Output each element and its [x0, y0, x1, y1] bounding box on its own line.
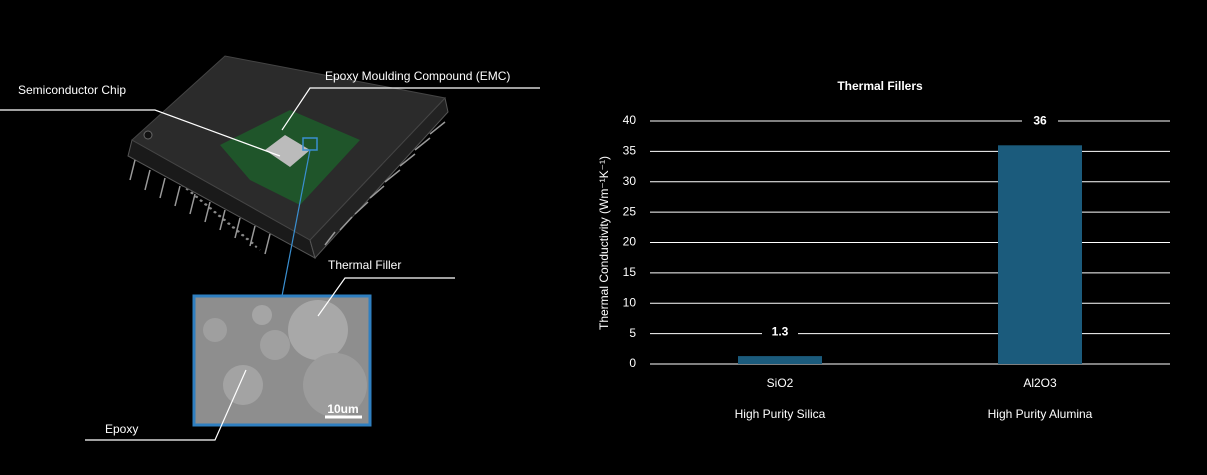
y-tick-label: 0	[629, 356, 636, 370]
value-label: 36	[1033, 113, 1047, 127]
callout-label: Thermal Filler	[328, 258, 401, 272]
callout-label: Epoxy Moulding Compound (EMC)	[325, 69, 510, 83]
value-label: 1.3	[772, 324, 789, 338]
y-tick-label: 15	[623, 265, 637, 279]
callouts	[0, 87, 540, 441]
value-label-bg	[1022, 111, 1058, 132]
x-tick-label: Al2O3	[1023, 376, 1057, 390]
scale-bar-label: 10um	[327, 402, 358, 416]
x-tick-label: SiO2	[767, 376, 794, 390]
x-subcategory-label: High Purity Alumina	[988, 407, 1093, 421]
x-subcategory-label: High Purity Silica	[735, 407, 826, 421]
bar	[738, 356, 822, 364]
y-tick-label: 10	[623, 295, 637, 309]
y-tick-label: 30	[623, 174, 637, 188]
callout-label: Semiconductor Chip	[18, 83, 126, 97]
chart-title: Thermal Fillers	[837, 79, 923, 93]
y-tick-label: 5	[629, 326, 636, 340]
bar	[998, 145, 1082, 364]
y-tick-label: 40	[623, 113, 637, 127]
micrograph: 10um	[192, 294, 372, 427]
y-tick-label: 25	[623, 204, 637, 218]
y-tick-label: 35	[623, 144, 637, 158]
callout-label: Epoxy	[105, 422, 138, 436]
value-label-bg	[762, 322, 798, 343]
y-axis-label: Thermal Conductivity (Wm⁻¹K⁻¹)	[597, 156, 611, 330]
y-tick-label: 20	[623, 235, 637, 249]
chip-illustration	[127, 55, 449, 297]
